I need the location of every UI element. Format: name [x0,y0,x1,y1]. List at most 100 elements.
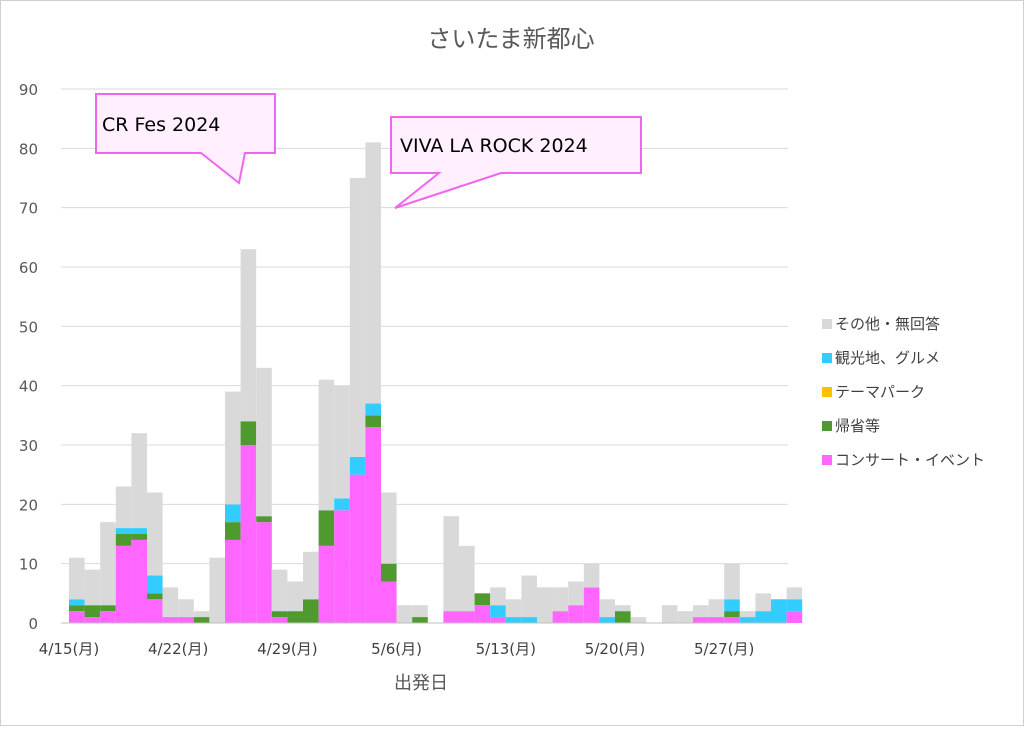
bar-segment [677,611,693,623]
legend-label: その他・無回答 [835,315,940,333]
bar-segment [490,605,506,618]
bar-segment [599,599,615,618]
x-axis: 4/15(月) 4/22(月) 4/29(月) 5/6(月) 5/13(月) 5/20(月… [39,622,788,658]
bar-segment [459,545,475,612]
bar-segment [599,617,615,623]
bar-segment [381,563,397,582]
bar-segment [131,534,147,540]
bar-segment [365,427,381,623]
bar-segment [334,385,350,499]
bar-segment [193,617,210,623]
legend-swatch [822,421,832,431]
bar-segment [661,605,678,623]
bar-segment [630,617,647,623]
bar-segment [521,575,537,618]
bar-segment [69,599,85,606]
bar-segment [708,599,725,618]
y-tick-label: 60 [19,259,38,277]
y-axis-tick-labels: 0 10 20 30 40 50 60 70 80 90 [19,81,38,633]
y-tick-label: 80 [19,140,38,158]
bar-segment [365,142,381,404]
bar-segment [615,605,631,612]
bar-segment [334,510,350,623]
bar-segment [349,456,366,475]
bar-segment [693,617,709,623]
bar-segment [552,611,569,623]
bar-segment [287,581,303,612]
bar-segment [209,557,225,623]
bar-segment [771,599,787,623]
y-tick-label: 30 [19,437,38,455]
bar-segment [147,575,163,594]
bar-segment [69,557,85,600]
bar-segment [490,587,506,606]
y-tick-label: 50 [19,318,38,336]
bar-segment [69,605,85,612]
bar-segment [100,611,116,623]
bar-segment [537,587,553,623]
bar-segment [131,433,147,529]
bar-segment [349,178,366,457]
bar-segment [381,492,397,564]
bar-segment [115,534,132,546]
bar-segment [552,587,569,612]
bar-segment [271,569,288,612]
bar-segment [334,498,350,511]
bar-segment [365,415,381,428]
bar-segment [318,510,335,546]
bar-segment [474,593,491,606]
bar-segment [443,611,459,623]
bar-segment [147,492,163,576]
bar-segment [708,617,725,623]
bar-segment [724,599,740,612]
bar-segment [115,545,132,623]
bar-segment [256,516,272,523]
bar-segment [693,605,709,618]
bar-segment [225,504,241,523]
x-tick-label: 5/27(月) [694,640,754,658]
y-tick-label: 0 [28,615,38,633]
bar-segment [225,391,241,505]
bar-segment [724,611,740,618]
callout-text: VIVA LA ROCK 2024 [400,135,588,157]
bar-segment [568,605,584,623]
callout-text: CR Fes 2024 [102,114,220,136]
bar-segment [240,249,257,422]
y-tick-label: 10 [19,556,38,574]
bar-segment [318,545,335,623]
bar-segment [412,617,428,623]
bar-segment [786,587,803,600]
bar-segment [131,528,147,534]
bar-segment [583,563,600,588]
x-tick-label: 5/13(月) [476,640,536,658]
bar-segment [568,581,584,606]
y-tick-label: 20 [19,496,38,514]
legend-label: テーマパーク [835,383,925,401]
bar-segment [178,617,194,623]
bar-segment [318,379,335,511]
bar-segment [287,611,303,623]
bar-segment [349,474,366,623]
bar-segment [303,551,319,600]
bar-segment [271,617,288,623]
bar-segment [443,516,459,612]
bar-segment [615,611,631,623]
bar-segment [755,593,771,612]
callout-box [95,93,276,185]
bar-segment [193,611,210,618]
bar-segment [583,587,600,623]
bar-segment [786,599,803,612]
legend-swatch [822,319,832,329]
legend-label: 帰省等 [835,417,880,435]
bar-segment [381,581,397,623]
x-axis-label: 出発日 [394,673,448,694]
bar-segment [147,593,163,600]
legend-swatch [822,353,832,363]
chart-title: さいたま新都心 [427,25,594,53]
bar-segment [131,539,147,623]
bar-segment [115,486,132,529]
bar-segment [256,367,272,517]
bar-segment [505,599,522,618]
